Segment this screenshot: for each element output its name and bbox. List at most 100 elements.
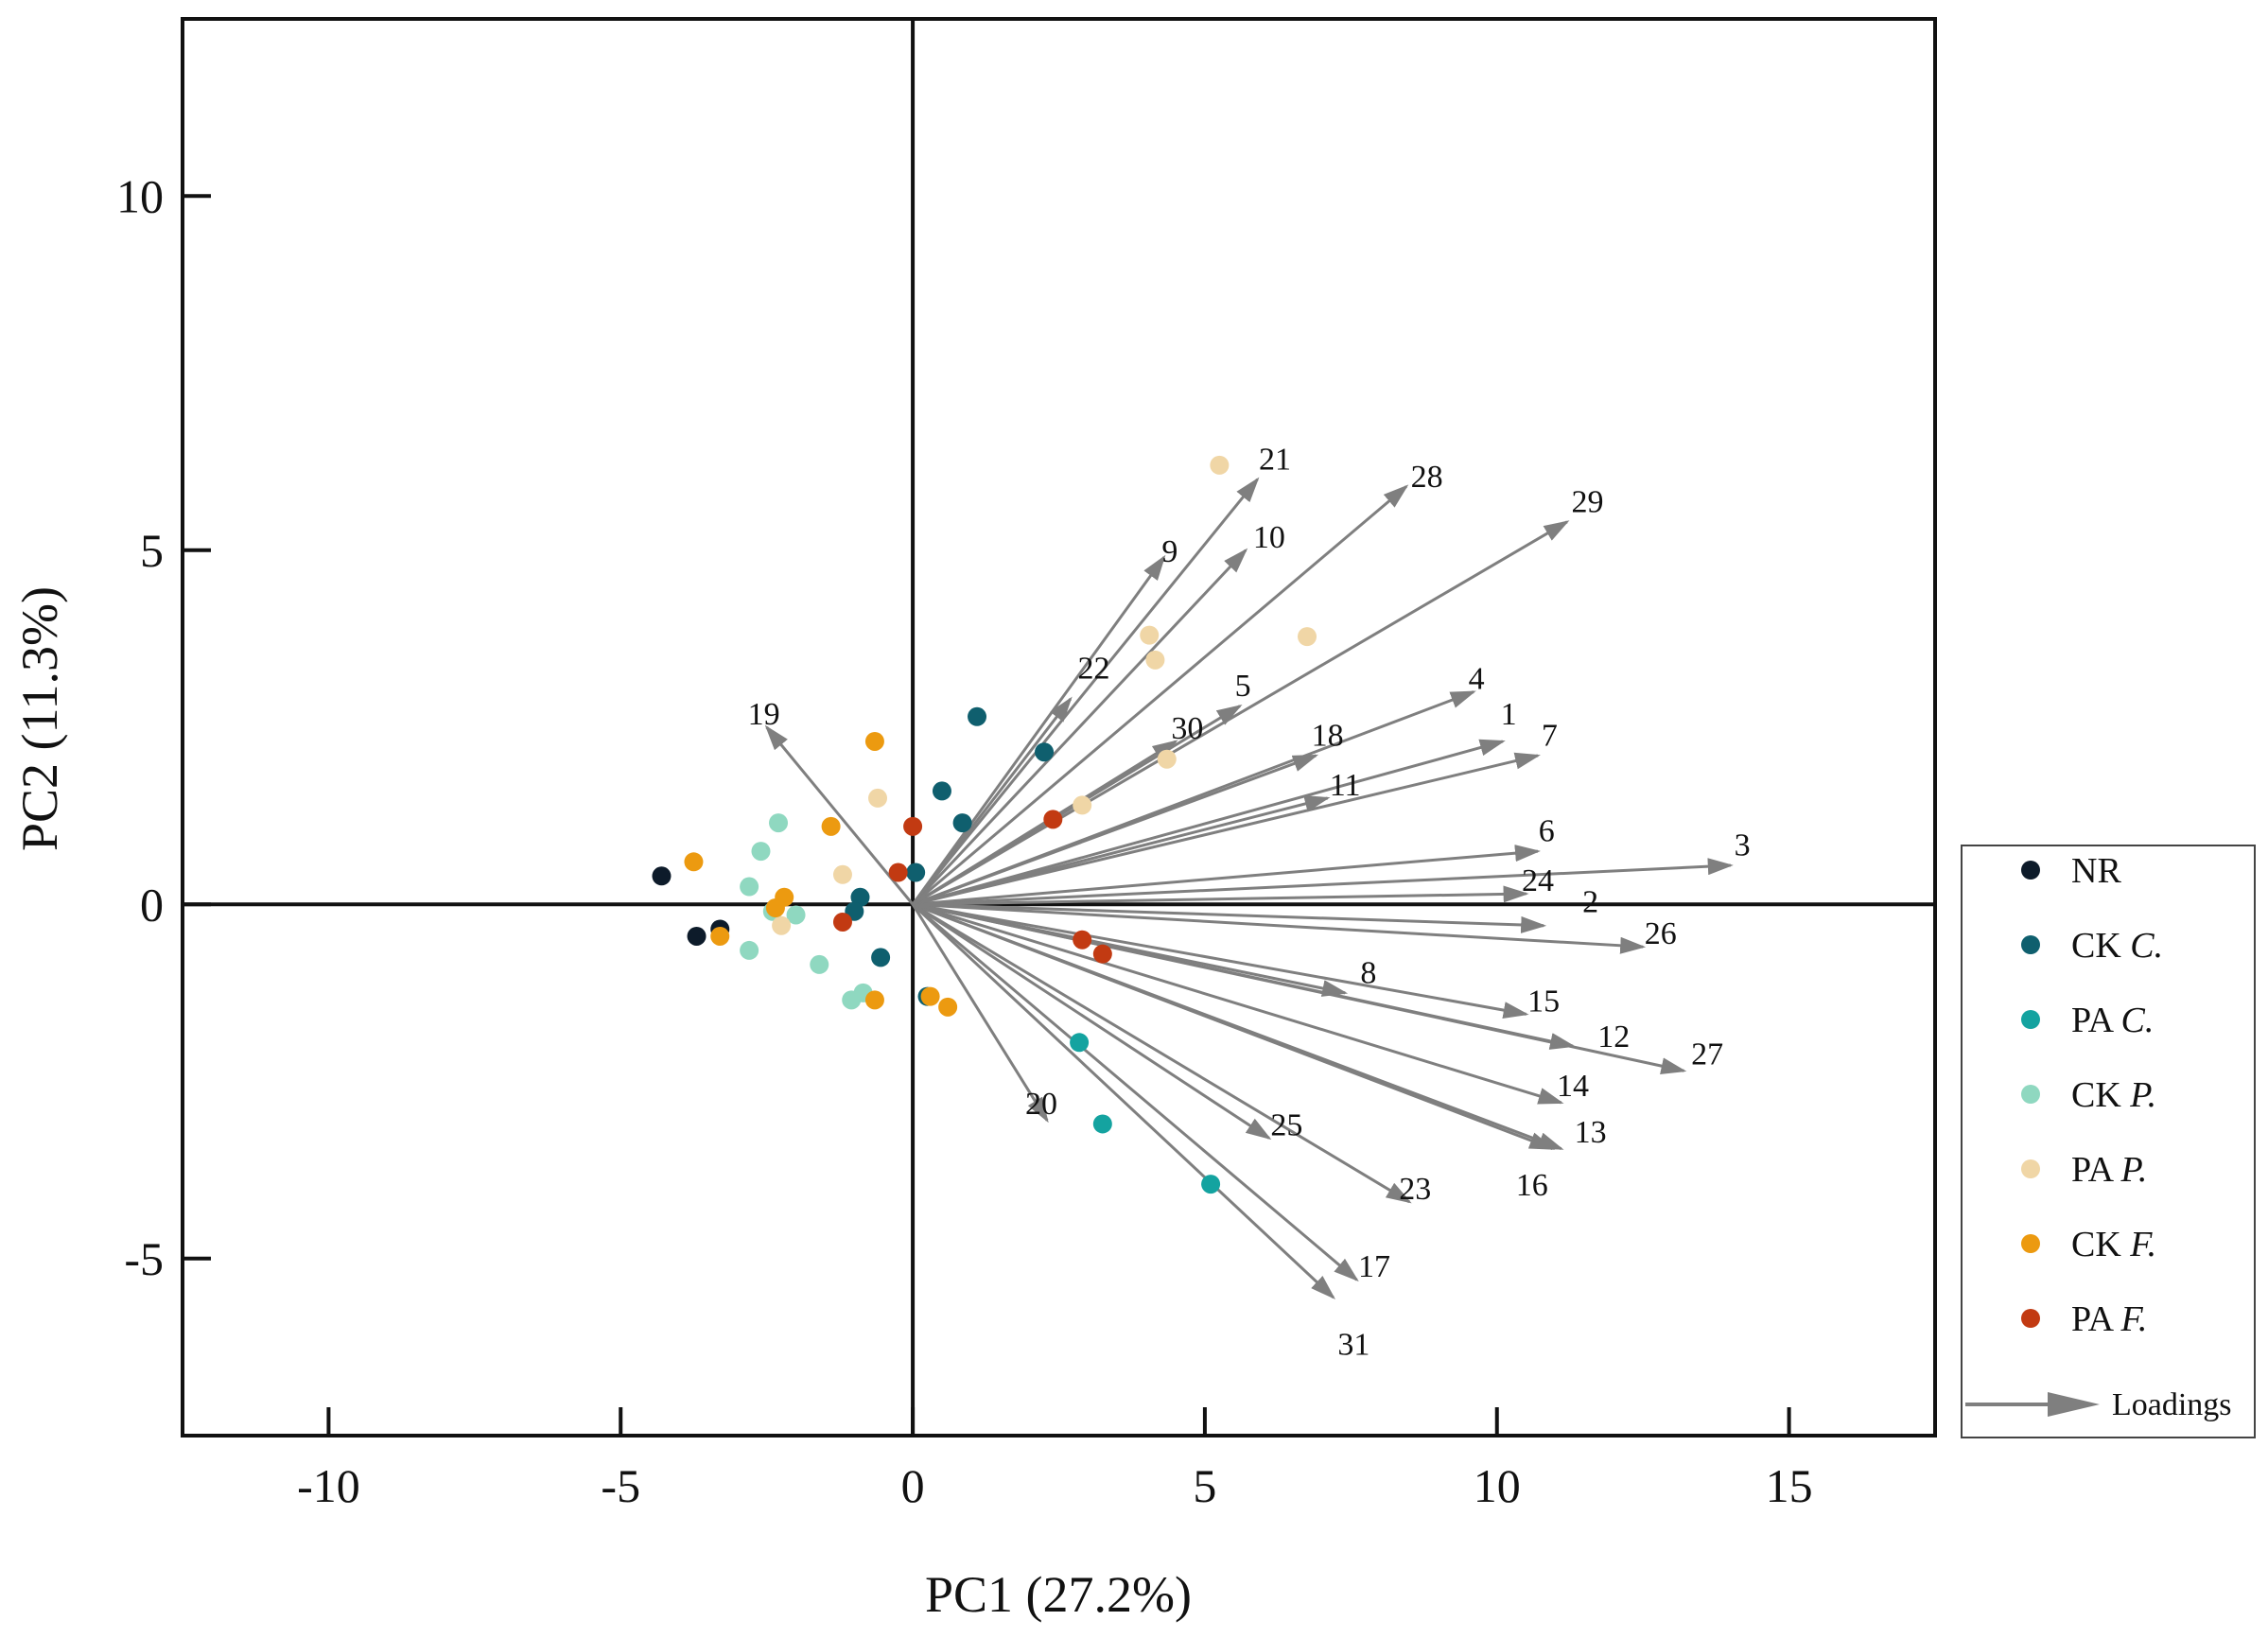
- loading-arrow-31: [912, 903, 1335, 1299]
- loading-label-19: 19: [748, 697, 780, 732]
- loading-label-9: 9: [1161, 534, 1178, 569]
- score-point: [769, 813, 789, 833]
- legend-loadings-arrowhead: [2048, 1392, 2100, 1417]
- score-point: [765, 897, 785, 917]
- score-point: [710, 926, 730, 946]
- score-point: [842, 990, 862, 1010]
- loading-arrow-29: [912, 520, 1570, 906]
- loading-arrow-21: [911, 477, 1260, 906]
- score-point: [832, 864, 852, 884]
- score-point: [832, 912, 852, 932]
- legend-label: PA F.: [2071, 1299, 2147, 1339]
- loading-label-4: 4: [1469, 662, 1485, 697]
- loading-arrows: [764, 477, 1734, 1299]
- legend-label: NR: [2071, 851, 2121, 891]
- loading-arrow-2: [913, 902, 1547, 933]
- score-point: [740, 940, 759, 960]
- loading-arrow-14: [912, 902, 1564, 1105]
- score-point: [864, 731, 884, 751]
- loading-arrow-3: [913, 858, 1734, 906]
- loading-arrow-7: [912, 752, 1541, 906]
- score-point: [1201, 1175, 1221, 1194]
- x-axis-title: PC1 (27.2%): [925, 1566, 1192, 1623]
- loading-label-8: 8: [1360, 955, 1376, 990]
- loading-arrow-6: [912, 845, 1541, 906]
- loading-label-16: 16: [1516, 1168, 1548, 1203]
- x-tick-label: 10: [1474, 1459, 1521, 1512]
- score-point: [968, 706, 987, 726]
- legend: NR CK C. PA C. CK P. PA P. CK F. PA F. Loading…: [1961, 845, 2256, 1438]
- y-tick-label: 5: [140, 524, 164, 577]
- score-point: [903, 816, 923, 836]
- legend-label: CK P.: [2071, 1075, 2156, 1115]
- score-point: [906, 863, 926, 882]
- score-points: [652, 455, 1317, 1194]
- score-point: [740, 877, 759, 897]
- score-point: [1092, 1114, 1112, 1134]
- legend-marker: [2021, 1234, 2040, 1253]
- loading-label-2: 2: [1582, 885, 1598, 920]
- legend-marker: [2021, 1159, 2040, 1178]
- loading-label-20: 20: [1025, 1087, 1057, 1122]
- legend-loadings-label: Loadings: [2112, 1387, 2232, 1422]
- score-point: [1157, 749, 1177, 769]
- loading-arrow-24: [913, 885, 1529, 906]
- loading-arrow-26: [912, 902, 1647, 954]
- legend-marker: [2021, 1010, 2040, 1029]
- loading-label-23: 23: [1399, 1172, 1431, 1207]
- x-tick-label: 0: [901, 1459, 925, 1512]
- legend-label: CK C.: [2071, 926, 2163, 966]
- loading-arrow-17: [912, 903, 1359, 1282]
- loading-label-1: 1: [1501, 697, 1517, 732]
- loading-arrow-20: [911, 903, 1049, 1124]
- loading-label-7: 7: [1542, 718, 1558, 753]
- legend-box: [1961, 845, 2256, 1438]
- score-point: [938, 997, 958, 1017]
- loading-arrow-15: [912, 902, 1529, 1019]
- score-point: [652, 866, 672, 886]
- loading-label-6: 6: [1539, 814, 1555, 849]
- legend-marker: [2021, 1085, 2040, 1104]
- loading-label-25: 25: [1270, 1107, 1302, 1142]
- loading-label-24: 24: [1522, 863, 1554, 898]
- loading-label-28: 28: [1411, 460, 1443, 495]
- score-point: [821, 816, 841, 836]
- score-point: [920, 986, 940, 1006]
- legend-marker: [2021, 861, 2040, 880]
- score-point: [1145, 650, 1165, 670]
- x-tick-label: 5: [1193, 1459, 1216, 1512]
- loading-label-27: 27: [1691, 1037, 1723, 1072]
- score-point: [1043, 810, 1063, 829]
- legend-marker: [2021, 1309, 2040, 1328]
- loading-arrow-23: [912, 902, 1412, 1204]
- legend-label: CK F.: [2071, 1225, 2156, 1264]
- score-point: [687, 926, 707, 946]
- loading-label-5: 5: [1235, 669, 1251, 704]
- loading-arrow-27: [912, 902, 1687, 1074]
- loading-arrow-11: [912, 795, 1331, 906]
- y-tick-label: 0: [140, 878, 164, 931]
- score-point: [684, 852, 704, 872]
- x-tick-label: -5: [601, 1459, 640, 1512]
- score-point: [868, 788, 888, 808]
- x-tick-label: -10: [297, 1459, 360, 1512]
- loading-label-12: 12: [1597, 1019, 1630, 1054]
- loading-label-13: 13: [1575, 1115, 1607, 1150]
- loading-arrow-25: [912, 902, 1272, 1141]
- score-point: [1092, 944, 1112, 964]
- loading-arrow-9: [911, 554, 1166, 906]
- loading-label-14: 14: [1557, 1069, 1589, 1104]
- legend-marker: [2021, 935, 2040, 954]
- score-point: [850, 887, 870, 907]
- y-axis-title: PC2 (11.3%): [11, 586, 68, 851]
- y-tick-label: 10: [116, 169, 164, 222]
- loading-arrow-28: [912, 484, 1409, 906]
- loading-arrow-16: [912, 902, 1564, 1151]
- score-point: [1035, 742, 1055, 762]
- loading-arrow-18: [912, 754, 1319, 906]
- legend-label: PA C.: [2071, 1001, 2154, 1040]
- loading-label-11: 11: [1330, 768, 1361, 803]
